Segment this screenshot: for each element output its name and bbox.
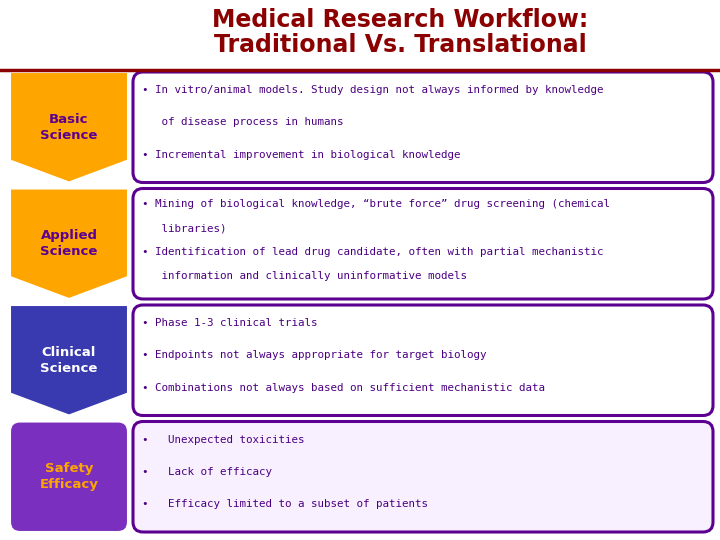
Text: Traditional Vs. Translational: Traditional Vs. Translational: [214, 33, 586, 57]
Text: Basic
Science: Basic Science: [40, 113, 98, 141]
Text: • Phase 1-3 clinical trials: • Phase 1-3 clinical trials: [142, 318, 318, 328]
Text: • In vitro/animal models. Study design not always informed by knowledge: • In vitro/animal models. Study design n…: [142, 85, 603, 95]
Text: Clinical
Science: Clinical Science: [40, 346, 98, 375]
Text: • Incremental improvement in biological knowledge: • Incremental improvement in biological …: [142, 150, 461, 160]
FancyBboxPatch shape: [133, 188, 713, 299]
Text: of disease process in humans: of disease process in humans: [142, 117, 343, 127]
FancyBboxPatch shape: [133, 305, 713, 415]
Text: Medical Research Workflow:: Medical Research Workflow:: [212, 8, 588, 32]
Text: • Endpoints not always appropriate for target biology: • Endpoints not always appropriate for t…: [142, 350, 487, 360]
FancyBboxPatch shape: [133, 72, 713, 183]
FancyBboxPatch shape: [133, 422, 713, 532]
Text: information and clinically uninformative models: information and clinically uninformative…: [142, 271, 467, 281]
Text: Applied
Science: Applied Science: [40, 230, 98, 258]
Text: • Combinations not always based on sufficient mechanistic data: • Combinations not always based on suffi…: [142, 383, 545, 393]
Text: Safety
Efficacy: Safety Efficacy: [40, 462, 99, 491]
Polygon shape: [10, 305, 128, 415]
Text: •   Lack of efficacy: • Lack of efficacy: [142, 467, 272, 477]
Text: •   Efficacy limited to a subset of patients: • Efficacy limited to a subset of patien…: [142, 499, 428, 509]
Text: • Identification of lead drug candidate, often with partial mechanistic: • Identification of lead drug candidate,…: [142, 247, 603, 257]
Text: •   Unexpected toxicities: • Unexpected toxicities: [142, 435, 305, 445]
Text: • Mining of biological knowledge, “brute force” drug screening (chemical: • Mining of biological knowledge, “brute…: [142, 199, 610, 209]
Text: libraries): libraries): [142, 223, 227, 233]
FancyBboxPatch shape: [10, 422, 128, 532]
Polygon shape: [10, 188, 128, 299]
Polygon shape: [10, 72, 128, 183]
